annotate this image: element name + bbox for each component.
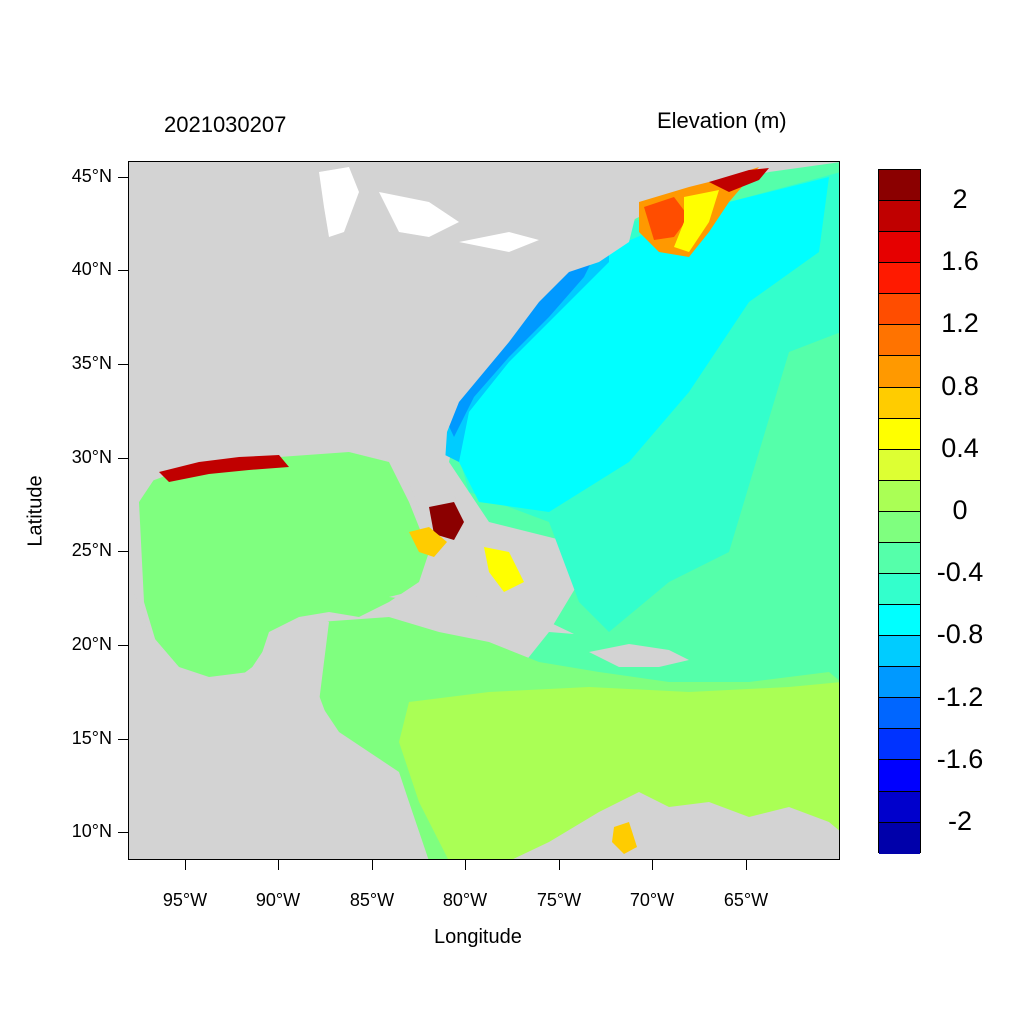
lat-tick-label: 40°N xyxy=(71,259,112,279)
colorbar-swatch xyxy=(879,542,920,575)
lat-tick-label: 45°N xyxy=(71,166,112,186)
lon-tick-label: 90°W xyxy=(255,890,301,910)
florida-west-yellow xyxy=(409,527,447,557)
lon-tick-label: 80°W xyxy=(442,890,488,910)
colorbar-swatch xyxy=(879,356,920,388)
lat-tick-label: 10°N xyxy=(71,821,112,841)
lon-tick-label: 70°W xyxy=(629,890,675,910)
colorbar-swatch xyxy=(879,574,920,606)
colorbar-swatch xyxy=(879,760,920,792)
gulf-stream-zone xyxy=(449,177,829,512)
colorbar-label: 0 xyxy=(952,495,968,525)
colorbar-swatch xyxy=(879,201,920,233)
lat-tick-label: 30°N xyxy=(71,447,112,467)
colorbar-swatch xyxy=(879,791,920,823)
colorbar-label: 0.4 xyxy=(941,432,979,463)
colorbar-label: -2 xyxy=(947,805,972,836)
bahamas-yellow xyxy=(484,547,524,592)
lat-tick-label: 15°N xyxy=(71,728,112,748)
florida-high xyxy=(429,502,464,540)
gulf-of-maine-high-inner xyxy=(644,197,689,240)
colorbar-label: -1.6 xyxy=(936,743,984,774)
colorbar-swatch xyxy=(879,636,920,668)
lon-tick-label: 65°W xyxy=(723,890,769,910)
north-america-land xyxy=(129,162,649,542)
colorbar-swatch xyxy=(879,263,920,295)
shelf-depression-inner xyxy=(447,247,599,437)
south-america-land xyxy=(513,792,839,859)
lon-tick-label: 85°W xyxy=(349,890,395,910)
colorbar-swatch xyxy=(879,449,920,481)
colorbar-label: -0.4 xyxy=(936,557,984,588)
bay-of-fundy-high xyxy=(709,168,769,192)
colorbar-swatch xyxy=(879,698,920,730)
colorbar-swatch xyxy=(879,480,920,512)
lat-tick-label: 25°N xyxy=(71,540,112,560)
colorbar-label: -0.8 xyxy=(936,619,984,650)
colorbar-swatch xyxy=(879,325,920,357)
colorbar xyxy=(878,169,921,854)
lat-tick-label: 20°N xyxy=(71,634,112,654)
colorbar-swatch xyxy=(879,170,920,202)
lat-tick-label: 35°N xyxy=(71,353,112,373)
gulf-coast-high xyxy=(159,455,289,482)
great-lakes xyxy=(319,167,539,252)
map-panel xyxy=(128,161,840,860)
lon-tick-label: 75°W xyxy=(536,890,582,910)
colorbar-swatch xyxy=(879,511,920,543)
colorbar-swatch xyxy=(879,232,920,264)
hispaniola-land xyxy=(589,644,689,667)
colorbar-label: 1.6 xyxy=(941,246,979,277)
mexico-land xyxy=(129,542,429,859)
colorbar-label: 2 xyxy=(952,184,968,215)
variable-title: Elevation (m) xyxy=(657,108,787,133)
colorbar-swatch xyxy=(879,418,920,450)
timestamp-title: 2021030207 xyxy=(164,112,287,137)
lon-tick-label: 95°W xyxy=(162,890,208,910)
cuba-land xyxy=(389,587,574,634)
gulf-of-mexico xyxy=(139,452,429,677)
elevation-map xyxy=(129,162,839,859)
colorbar-swatch xyxy=(879,822,920,854)
colorbar-swatch xyxy=(879,605,920,637)
colorbar-swatch xyxy=(879,667,920,699)
y-axis-label: Latitude xyxy=(24,475,47,547)
colorbar-swatch xyxy=(879,294,920,326)
maracaibo-yellow xyxy=(612,822,637,854)
colorbar-label: 0.8 xyxy=(941,370,979,401)
colorbar-swatch xyxy=(879,729,920,761)
colorbar-swatch xyxy=(879,387,920,419)
x-axis-label: Longitude xyxy=(434,926,522,948)
colorbar-label: -1.2 xyxy=(936,681,984,712)
colorbar-label: 1.2 xyxy=(941,308,979,339)
gulf-of-maine-yellow xyxy=(674,190,719,252)
